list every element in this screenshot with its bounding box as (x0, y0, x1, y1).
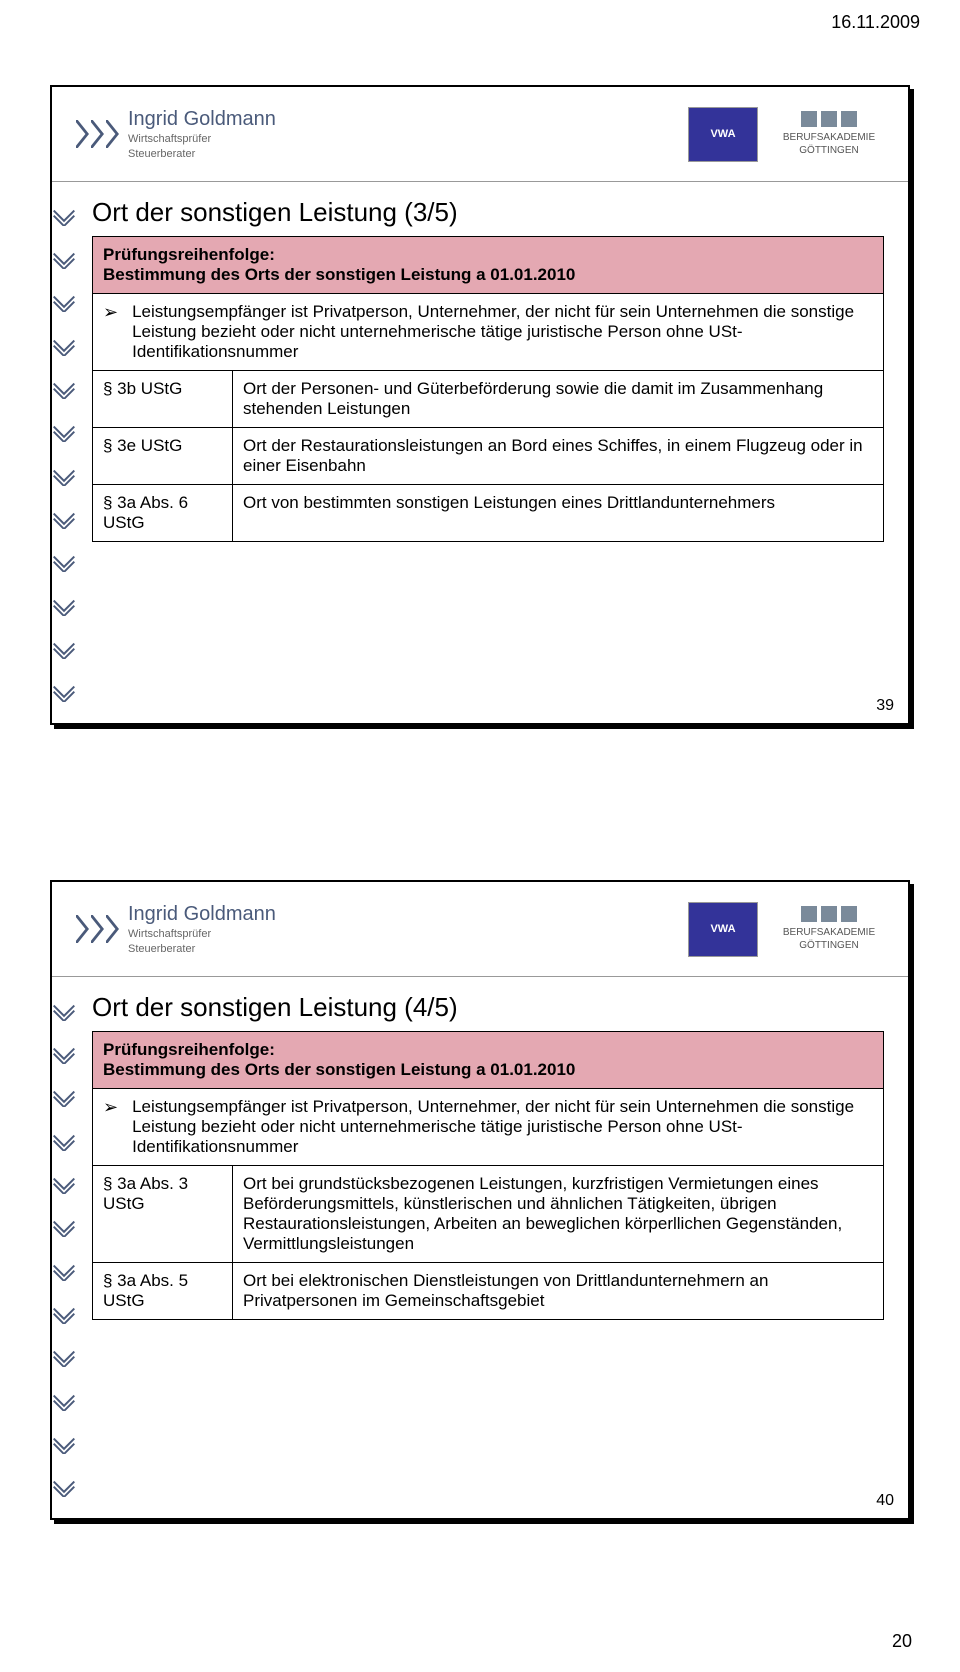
para-cell: § 3a Abs. 3 UStG (93, 1166, 233, 1263)
intro-text: Leistungsempfänger ist Privatperson, Unt… (132, 302, 873, 362)
desc-cell: Ort bei elektronischen Dienstleistungen … (233, 1263, 884, 1320)
subhead-line2: Bestimmung des Orts der sonstigen Leistu… (103, 1060, 873, 1080)
subhead-line1: Prüfungsreihenfolge: (103, 1040, 873, 1060)
subhead-line1: Prüfungsreihenfolge: (103, 245, 873, 265)
desc-cell: Ort der Personen- und Güterbeförderung s… (233, 371, 884, 428)
vwa-logo: VWA (688, 902, 758, 957)
side-decoration (50, 187, 82, 723)
table-row: § 3a Abs. 6 UStG Ort von bestimmten sons… (93, 485, 884, 542)
content-table: Prüfungsreihenfolge: Bestimmung des Orts… (92, 236, 884, 542)
intro-row: ➢ Leistungsempfänger ist Privatperson, U… (93, 1089, 884, 1166)
slide-number: 39 (876, 697, 894, 715)
brand-logo: Ingrid Goldmann Wirtschaftsprüfer Steuer… (76, 107, 276, 161)
slide-content: Ort der sonstigen Leistung (4/5) Prüfung… (92, 992, 884, 1498)
brand-subtitle-2: Steuerberater (128, 148, 276, 161)
content-table: Prüfungsreihenfolge: Bestimmung des Orts… (92, 1031, 884, 1320)
ba-line2: GÖTTINGEN (774, 939, 884, 952)
table-row: § 3b UStG Ort der Personen- und Güterbef… (93, 371, 884, 428)
table-row: § 3a Abs. 5 UStG Ort bei elektronischen … (93, 1263, 884, 1320)
ba-line1: BERUFSAKADEMIE (774, 926, 884, 939)
slide-title: Ort der sonstigen Leistung (4/5) (92, 992, 884, 1023)
para-cell: § 3a Abs. 6 UStG (93, 485, 233, 542)
partner-logos: VWA BERUFSAKADEMIE GÖTTINGEN (688, 902, 884, 957)
document-date: 16.11.2009 (831, 12, 920, 33)
desc-cell: Ort der Restaurationsleistungen an Bord … (233, 428, 884, 485)
brand-name: Ingrid Goldmann (128, 107, 276, 131)
table-subhead: Prüfungsreihenfolge: Bestimmung des Orts… (93, 1032, 884, 1089)
table-row: § 3a Abs. 3 UStG Ort bei grundstücksbezo… (93, 1166, 884, 1263)
para-cell: § 3a Abs. 5 UStG (93, 1263, 233, 1320)
bullet-arrow-icon: ➢ (103, 302, 118, 362)
brand-name: Ingrid Goldmann (128, 902, 276, 926)
berufsakademie-logo: BERUFSAKADEMIE GÖTTINGEN (774, 906, 884, 952)
brand-subtitle-2: Steuerberater (128, 943, 276, 956)
intro-row: ➢ Leistungsempfänger ist Privatperson, U… (93, 294, 884, 371)
slide-title: Ort der sonstigen Leistung (3/5) (92, 197, 884, 228)
bullet-arrow-icon: ➢ (103, 1097, 118, 1157)
ba-line1: BERUFSAKADEMIE (774, 131, 884, 144)
slide-39: Ingrid Goldmann Wirtschaftsprüfer Steuer… (50, 85, 910, 725)
brand-logo: Ingrid Goldmann Wirtschaftsprüfer Steuer… (76, 902, 276, 956)
berufsakademie-logo: BERUFSAKADEMIE GÖTTINGEN (774, 111, 884, 157)
ba-line2: GÖTTINGEN (774, 144, 884, 157)
chevron-logo-icon (76, 120, 120, 148)
desc-cell: Ort bei grundstücksbezogenen Leistungen,… (233, 1166, 884, 1263)
slide-header: Ingrid Goldmann Wirtschaftsprüfer Steuer… (52, 882, 908, 977)
partner-logos: VWA BERUFSAKADEMIE GÖTTINGEN (688, 107, 884, 162)
para-cell: § 3b UStG (93, 371, 233, 428)
brand-subtitle-1: Wirtschaftsprüfer (128, 928, 276, 941)
intro-text: Leistungsempfänger ist Privatperson, Unt… (132, 1097, 873, 1157)
slide-number: 40 (876, 1492, 894, 1510)
slide-header: Ingrid Goldmann Wirtschaftsprüfer Steuer… (52, 87, 908, 182)
page-number: 20 (892, 1631, 912, 1652)
brand-subtitle-1: Wirtschaftsprüfer (128, 133, 276, 146)
table-subhead: Prüfungsreihenfolge: Bestimmung des Orts… (93, 237, 884, 294)
desc-cell: Ort von bestimmten sonstigen Leistungen … (233, 485, 884, 542)
chevron-logo-icon (76, 915, 120, 943)
slide-40: Ingrid Goldmann Wirtschaftsprüfer Steuer… (50, 880, 910, 1520)
vwa-logo: VWA (688, 107, 758, 162)
para-cell: § 3e UStG (93, 428, 233, 485)
side-decoration (50, 982, 82, 1518)
table-row: § 3e UStG Ort der Restaurationsleistunge… (93, 428, 884, 485)
subhead-line2: Bestimmung des Orts der sonstigen Leistu… (103, 265, 873, 285)
slide-content: Ort der sonstigen Leistung (3/5) Prüfung… (92, 197, 884, 703)
